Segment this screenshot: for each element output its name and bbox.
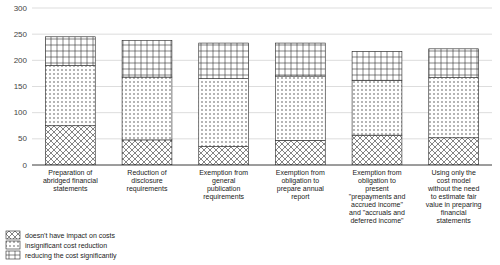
legend-label: reducing the cost significantly: [25, 252, 117, 260]
bar-segment: [45, 66, 95, 126]
y-tick-label: 300: [14, 4, 28, 13]
y-tick-label: 150: [14, 82, 28, 91]
bar-segment: [122, 140, 172, 165]
bar-segment: [275, 43, 325, 76]
bar-segment: [429, 49, 479, 78]
bar-segment: [45, 37, 95, 66]
x-tick-label: Reduction ofdisclosurerequirements: [127, 169, 168, 193]
x-tick-label: Using only thecost modelwithout the need…: [426, 169, 482, 224]
x-tick-label: Exemption fromobligation topresent"prepa…: [349, 169, 406, 224]
bar-segment: [352, 51, 402, 80]
bar-segment: [275, 76, 325, 140]
legend-label: doesn't have impact on costs: [25, 232, 116, 240]
bar-segment: [199, 79, 249, 147]
grid-line: [32, 34, 492, 35]
x-tick-label: Exemption fromgeneralpublicationrequirem…: [199, 169, 248, 201]
grid-line: [32, 112, 492, 113]
bar-segment: [122, 77, 172, 140]
chart: 0 50 100 150 200 250 300 Preparation ofabridged…: [0, 0, 500, 265]
bar-segment: [199, 43, 249, 79]
grid-line: [32, 165, 492, 166]
y-tick-label: 0: [23, 161, 28, 170]
y-tick-label: 50: [18, 134, 27, 143]
grid-line: [32, 86, 492, 87]
bar-segment: [275, 140, 325, 165]
y-tick-label: 200: [14, 56, 28, 65]
grid-line: [32, 8, 492, 9]
y-tick-label: 250: [14, 30, 28, 39]
bar-segment: [429, 138, 479, 165]
grid-line: [32, 138, 492, 139]
legend: doesn't have impact on costs insignifican…: [6, 231, 117, 260]
x-tick-label: Preparation ofabridged financialstatemen…: [43, 169, 98, 192]
legend-swatch: [6, 241, 20, 249]
bar-segment: [199, 147, 249, 165]
legend-swatch: [6, 251, 20, 259]
x-tick-label: Exemption fromobligation toprepare annua…: [276, 169, 325, 201]
bar-segment: [122, 40, 172, 77]
bar-segment: [429, 78, 479, 138]
bars: [45, 37, 478, 165]
bar-segment: [352, 135, 402, 165]
x-axis-line: [32, 165, 492, 166]
grid-line: [32, 60, 492, 61]
legend-label: insignificant cost reduction: [25, 242, 107, 250]
y-tick-label: 100: [14, 108, 28, 117]
legend-swatch: [6, 231, 20, 239]
bar-segment: [352, 80, 402, 135]
grid: [32, 8, 492, 165]
bar-segment: [45, 126, 95, 165]
